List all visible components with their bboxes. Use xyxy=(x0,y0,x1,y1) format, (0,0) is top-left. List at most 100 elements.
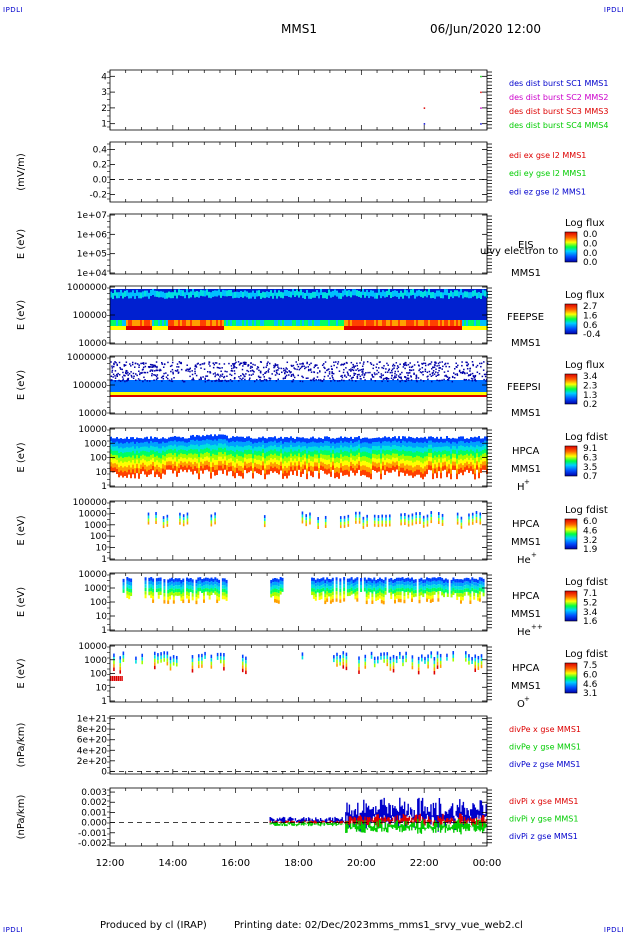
spectrogram-cell xyxy=(326,584,329,588)
spectrogram-cell xyxy=(326,459,328,466)
spectrogram-cell xyxy=(404,455,406,462)
spectrogram-cell xyxy=(333,655,335,659)
spectrogram-cell xyxy=(221,585,224,589)
spectrogram-cell xyxy=(306,463,308,470)
spectrogram-cell xyxy=(256,459,258,465)
spectrogram-cell xyxy=(363,376,365,379)
spectrogram-cell xyxy=(248,320,250,328)
spectrogram-cell xyxy=(433,667,436,671)
spectrogram-cell xyxy=(242,377,244,380)
spectrogram-cell xyxy=(478,472,480,479)
spectrogram-cell xyxy=(438,326,440,330)
spectrogram-cell xyxy=(408,320,410,328)
spectrogram-cell xyxy=(128,292,130,299)
spectrogram-cell xyxy=(326,326,328,330)
spectrogram-cell xyxy=(272,592,275,597)
spectrogram-cell xyxy=(157,577,160,582)
spectrogram-cell xyxy=(280,291,282,298)
spectrogram-cell xyxy=(312,456,314,463)
spectrogram-cell xyxy=(470,326,472,330)
spectrogram-cell xyxy=(320,379,322,382)
spectrogram-cell xyxy=(390,584,393,589)
spectrogram-cell xyxy=(212,440,214,446)
spectrogram-cell xyxy=(162,320,164,328)
spectrogram-cell xyxy=(350,584,353,588)
spectrogram-cell xyxy=(209,365,211,367)
spectrogram-cell xyxy=(216,450,218,456)
spectrogram-cell xyxy=(404,516,406,520)
spectrogram-cell xyxy=(411,513,414,517)
spectrogram-cell xyxy=(248,440,250,446)
spectrogram-cell xyxy=(474,436,476,443)
spectrogram-cell xyxy=(126,467,128,473)
spectrogram-cell xyxy=(405,584,408,589)
spectrogram-cell xyxy=(145,362,147,365)
spectrogram-cell xyxy=(155,521,157,525)
spectrogram-cell xyxy=(478,441,480,447)
spectrogram-cell xyxy=(482,446,484,451)
spectrogram-cell xyxy=(426,291,428,298)
spectrogram-cell xyxy=(400,377,402,380)
spectrogram-cell xyxy=(322,577,325,581)
spectrogram-cell xyxy=(474,452,476,459)
spectrogram-cell xyxy=(468,455,470,461)
spectrogram-cell xyxy=(260,320,262,328)
spectrogram-cell xyxy=(411,665,414,670)
spectrogram-cell xyxy=(188,292,190,299)
spectrogram-cell xyxy=(473,582,476,586)
spectrogram-cell xyxy=(280,449,282,454)
spectrogram-cell xyxy=(370,363,373,366)
spectrogram-cell xyxy=(460,458,462,464)
spectrogram-cell xyxy=(312,291,314,298)
spectrogram-cell xyxy=(398,456,400,462)
spectrogram-cell xyxy=(221,373,224,375)
spectrogram-cell xyxy=(266,456,268,462)
spectrogram-cell xyxy=(470,453,472,459)
spectrogram-cell xyxy=(312,436,314,443)
spectrogram-cell xyxy=(162,519,165,523)
spectrogram-cell xyxy=(110,326,112,330)
spectrogram-cell xyxy=(266,447,268,453)
spectrogram-cell xyxy=(320,585,323,589)
spectrogram-cell xyxy=(221,578,224,582)
spectrogram-cell xyxy=(404,441,406,447)
spectrogram-cell xyxy=(182,466,184,472)
spectrogram-cell xyxy=(214,512,216,516)
spectrogram-cell xyxy=(144,446,146,452)
spectrogram-cell xyxy=(286,320,288,328)
spectrogram-cell xyxy=(338,326,340,330)
spectrogram-cell xyxy=(259,376,262,379)
spectrogram-cell xyxy=(310,442,312,448)
spectrogram-cell xyxy=(393,367,395,369)
spectrogram-cell xyxy=(159,577,162,582)
spectrogram-cell xyxy=(370,326,372,330)
spectrogram-cell xyxy=(189,367,192,370)
spectrogram-cell xyxy=(427,585,430,589)
spectrogram-cell xyxy=(178,441,180,447)
spectrogram-cell xyxy=(275,592,278,596)
spectrogram-cell xyxy=(268,291,270,298)
spectrogram-cell xyxy=(421,363,424,365)
spectrogram-cell xyxy=(390,377,393,379)
spectrogram-cell xyxy=(399,581,402,585)
spectrogram-cell xyxy=(332,465,334,470)
spectrogram-cell xyxy=(452,453,454,459)
spectrogram-cell xyxy=(279,577,282,581)
spectrogram-cell xyxy=(375,593,378,598)
spectrogram-cell xyxy=(437,580,440,585)
spectrogram-cell xyxy=(343,594,346,599)
spectrogram-cell xyxy=(218,326,220,330)
spectrogram-cell xyxy=(138,463,140,469)
spectrogram-cell xyxy=(480,362,483,365)
spectrogram-cell xyxy=(381,517,384,521)
spectrogram-cell xyxy=(336,471,338,478)
spectrogram-cell xyxy=(262,291,264,298)
spectrogram-cell xyxy=(278,290,280,297)
spectrogram-cell xyxy=(475,520,478,524)
spectrogram-cell xyxy=(242,291,244,298)
spectrogram-cell xyxy=(428,320,430,328)
spectrogram-cell xyxy=(162,455,164,461)
spectrogram-cell xyxy=(365,600,368,605)
spectrogram-cell xyxy=(382,586,385,591)
